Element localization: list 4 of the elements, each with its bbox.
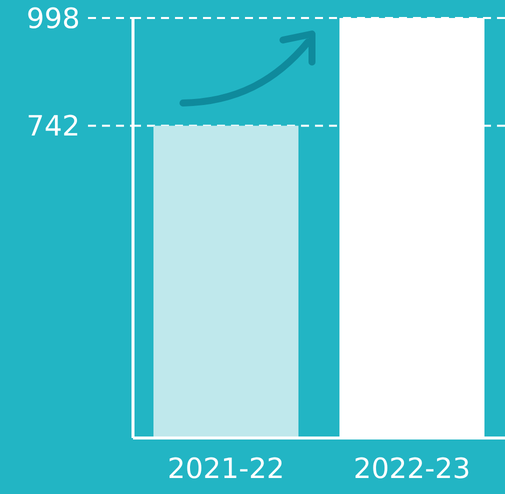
x-tick-label: 2021-22 bbox=[168, 452, 284, 485]
y-tick-label: 998 bbox=[26, 2, 80, 35]
x-tick-label: 2022-23 bbox=[354, 452, 470, 485]
y-tick-label: 742 bbox=[26, 110, 80, 143]
